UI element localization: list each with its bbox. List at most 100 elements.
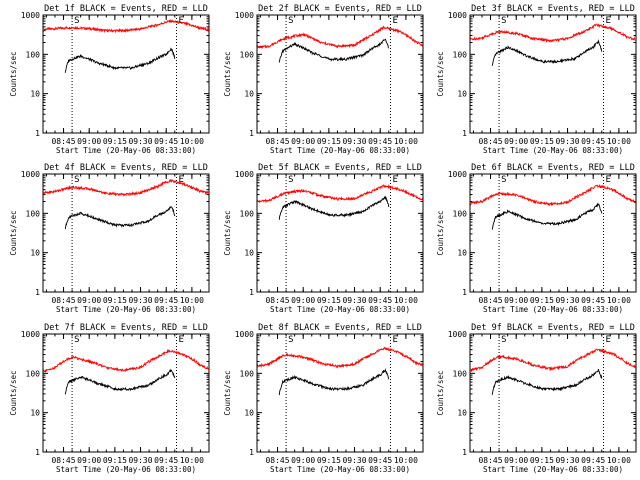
y-tick-label: 100 bbox=[240, 50, 255, 59]
panel-det-3: Det 3f BLACK = Events, RED = LLD 1 10 100 10… bbox=[436, 4, 637, 155]
x-tick-label: 09:45 bbox=[581, 296, 605, 305]
x-tick-label: 09:30 bbox=[128, 456, 152, 465]
y-tick-label: 10 bbox=[457, 409, 467, 418]
lld-series-line bbox=[470, 348, 636, 373]
events-series-line bbox=[491, 39, 603, 66]
panel-title: Det 2f BLACK = Events, RED = LLD bbox=[258, 4, 422, 14]
y-tick-label: 100 bbox=[453, 369, 468, 378]
y-axis-label: Counts/sec bbox=[436, 51, 445, 96]
x-tick-label: 09:15 bbox=[103, 137, 127, 146]
lld-series-line bbox=[43, 179, 209, 197]
x-tick-label: 09:45 bbox=[368, 137, 392, 146]
panel-det-9: Det 9f BLACK = Events, RED = LLD 1 10 100 10… bbox=[436, 323, 637, 474]
panel-det-5: Det 5f BLACK = Events, RED = LLD 1 10 100 10… bbox=[223, 163, 424, 314]
y-tick-label: 100 bbox=[26, 50, 41, 59]
time-marker-label: S bbox=[74, 16, 79, 26]
panel-det-7: Det 7f BLACK = Events, RED = LLD 1 10 100 10… bbox=[9, 323, 210, 474]
x-tick-label: 10:00 bbox=[607, 137, 631, 146]
lld-series-line bbox=[43, 348, 209, 374]
panel-title: Det 5f BLACK = Events, RED = LLD bbox=[258, 163, 422, 173]
y-tick-label: 100 bbox=[453, 209, 468, 218]
lld-series-line bbox=[470, 184, 636, 207]
time-marker-label: E bbox=[605, 175, 610, 185]
x-tick-label: 09:30 bbox=[128, 296, 152, 305]
lld-series-line bbox=[43, 18, 209, 34]
lld-series-line bbox=[257, 346, 423, 369]
x-tick-label: 10:00 bbox=[394, 137, 418, 146]
x-axis-label: Start Time (20-May-06 08:33:00) bbox=[270, 305, 410, 314]
x-axis-label: Start Time (20-May-06 08:33:00) bbox=[483, 465, 623, 474]
time-marker-label: E bbox=[392, 335, 397, 345]
x-tick-label: 09:45 bbox=[581, 456, 605, 465]
y-axis-label: Counts/sec bbox=[223, 370, 232, 415]
x-tick-label: 10:00 bbox=[607, 456, 631, 465]
axes-frame bbox=[469, 173, 637, 293]
panel-title: Det 7f BLACK = Events, RED = LLD bbox=[44, 323, 208, 333]
x-tick-label: 09:30 bbox=[555, 137, 579, 146]
y-tick-label: 10 bbox=[30, 249, 40, 258]
events-series-line bbox=[278, 195, 390, 220]
x-tick-label: 09:00 bbox=[504, 137, 528, 146]
x-axis-label: Start Time (20-May-06 08:33:00) bbox=[56, 305, 196, 314]
y-tick-label: 1 bbox=[462, 288, 467, 297]
axes-frame bbox=[469, 14, 637, 134]
panel-title: Det 1f BLACK = Events, RED = LLD bbox=[44, 4, 208, 14]
x-tick-label: 09:45 bbox=[154, 137, 178, 146]
panel-title: Det 4f BLACK = Events, RED = LLD bbox=[44, 163, 208, 173]
axes-frame bbox=[256, 333, 424, 453]
x-tick-label: 08:45 bbox=[265, 456, 289, 465]
y-tick-label: 1 bbox=[249, 448, 254, 457]
y-tick-label: 100 bbox=[26, 369, 41, 378]
y-tick-label: 10 bbox=[30, 90, 40, 99]
y-tick-label: 1 bbox=[249, 129, 254, 138]
y-axis-label: Counts/sec bbox=[223, 51, 232, 96]
y-axis-label: Counts/sec bbox=[9, 51, 18, 96]
time-marker-label: S bbox=[74, 335, 79, 345]
y-tick-label: 10 bbox=[30, 409, 40, 418]
x-tick-label: 10:00 bbox=[394, 296, 418, 305]
axes-frame bbox=[256, 173, 424, 293]
x-tick-label: 09:15 bbox=[103, 296, 127, 305]
events-series-line bbox=[278, 38, 389, 63]
time-marker-label: S bbox=[74, 175, 79, 185]
x-tick-label: 09:30 bbox=[342, 456, 366, 465]
panel-title: Det 3f BLACK = Events, RED = LLD bbox=[471, 4, 635, 14]
x-tick-label: 09:30 bbox=[555, 296, 579, 305]
y-tick-label: 100 bbox=[26, 209, 41, 218]
x-tick-label: 09:45 bbox=[154, 296, 178, 305]
panel-det-8: Det 8f BLACK = Events, RED = LLD 1 10 100 10… bbox=[223, 323, 424, 474]
y-tick-label: 100 bbox=[240, 209, 255, 218]
y-tick-label: 1 bbox=[35, 129, 40, 138]
panel-det-2: Det 2f BLACK = Events, RED = LLD 1 10 100 10… bbox=[223, 4, 424, 155]
x-tick-label: 09:45 bbox=[368, 296, 392, 305]
axes-frame bbox=[469, 333, 637, 453]
y-tick-label: 1000 bbox=[448, 170, 467, 179]
x-tick-label: 09:45 bbox=[368, 456, 392, 465]
y-tick-label: 1000 bbox=[21, 330, 40, 339]
lld-series-line bbox=[257, 25, 423, 50]
x-tick-label: 09:00 bbox=[504, 456, 528, 465]
y-tick-label: 10 bbox=[457, 90, 467, 99]
lld-series-line bbox=[470, 23, 636, 44]
time-marker-label: S bbox=[501, 175, 506, 185]
x-axis-label: Start Time (20-May-06 08:33:00) bbox=[56, 146, 196, 155]
time-marker-label: E bbox=[178, 335, 183, 345]
x-tick-label: 09:15 bbox=[317, 456, 341, 465]
x-tick-label: 09:00 bbox=[291, 296, 315, 305]
x-tick-label: 09:45 bbox=[581, 137, 605, 146]
y-axis-label: Counts/sec bbox=[436, 210, 445, 255]
y-tick-label: 1 bbox=[462, 129, 467, 138]
x-tick-label: 09:30 bbox=[555, 456, 579, 465]
x-tick-label: 10:00 bbox=[394, 456, 418, 465]
y-tick-label: 1 bbox=[35, 288, 40, 297]
x-axis-label: Start Time (20-May-06 08:33:00) bbox=[270, 146, 410, 155]
x-tick-label: 08:45 bbox=[478, 137, 502, 146]
y-tick-label: 1000 bbox=[235, 330, 254, 339]
x-tick-label: 09:15 bbox=[317, 296, 341, 305]
lld-series-line bbox=[257, 183, 423, 204]
y-tick-label: 1000 bbox=[21, 11, 40, 20]
panel-det-6: Det 6f BLACK = Events, RED = LLD 1 10 100 10… bbox=[436, 163, 637, 314]
x-tick-label: 09:00 bbox=[77, 296, 101, 305]
panel-title: Det 8f BLACK = Events, RED = LLD bbox=[258, 323, 422, 333]
x-axis-label: Start Time (20-May-06 08:33:00) bbox=[483, 305, 623, 314]
